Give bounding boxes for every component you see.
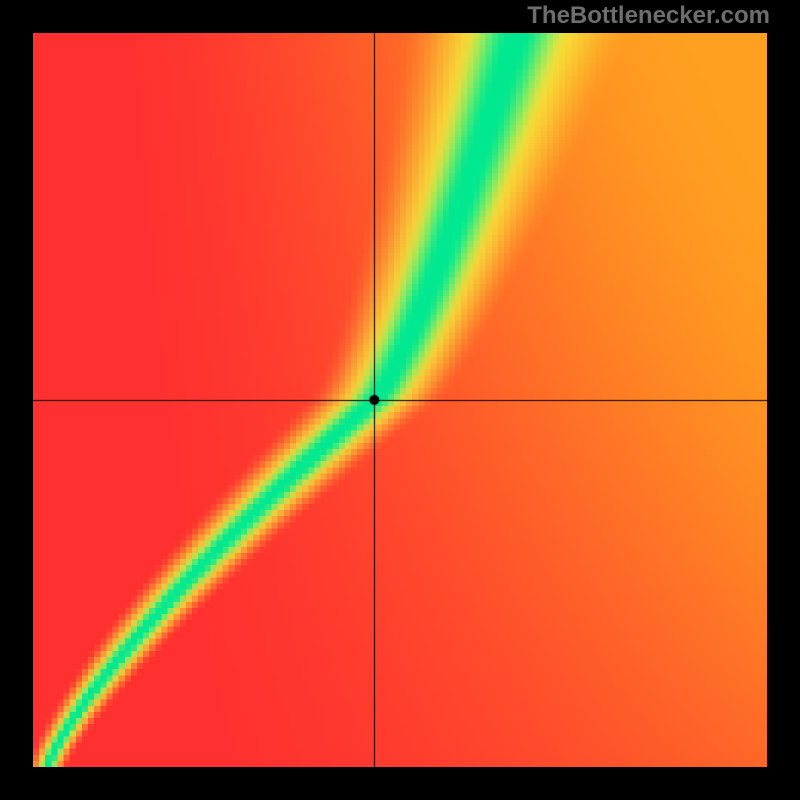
watermark-text: TheBottlenecker.com	[527, 2, 770, 30]
chart-container: TheBottlenecker.com	[0, 0, 800, 800]
heatmap-canvas	[33, 33, 767, 767]
